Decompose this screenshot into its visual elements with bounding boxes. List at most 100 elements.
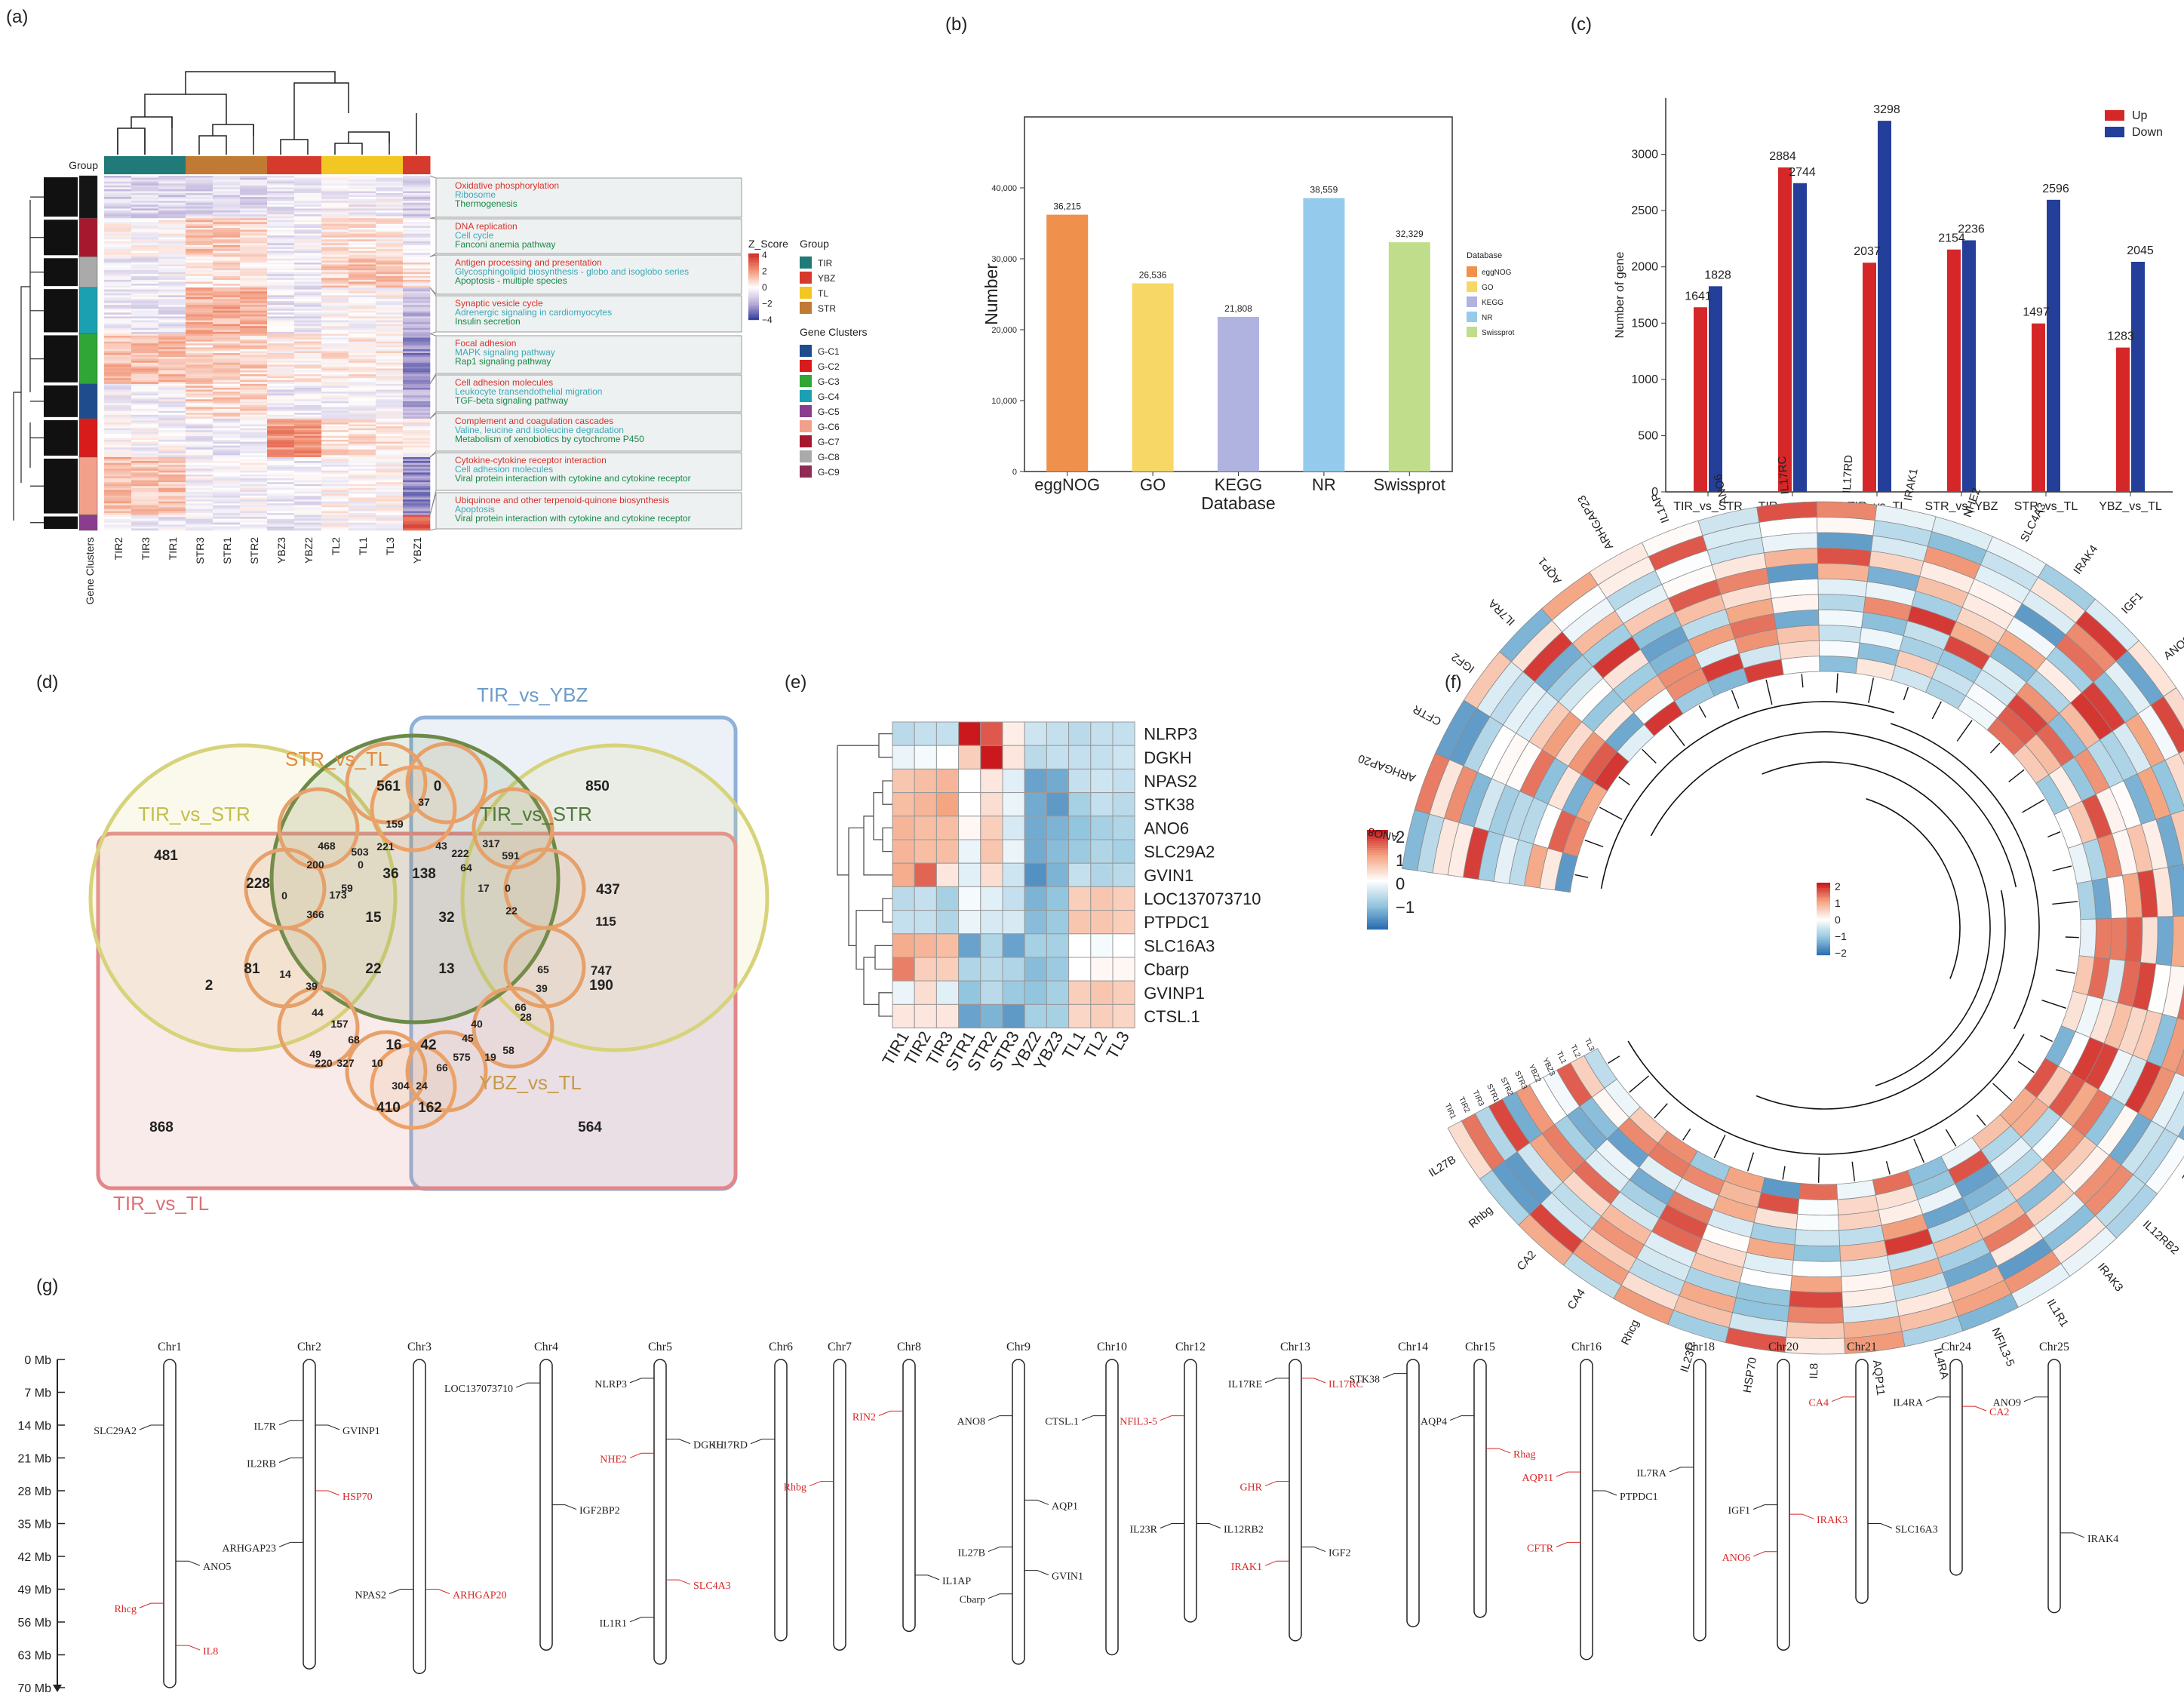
circ-cell (2163, 687, 2184, 731)
gene-GVINP1: GVINP1 (342, 1426, 380, 1437)
value-up-TIR_vs_TL: 2037 (1854, 245, 1881, 258)
heat-cell (104, 336, 132, 338)
gene-SLC4A3: SLC4A3 (693, 1581, 731, 1592)
heat-cell (213, 349, 241, 352)
heat-cell (131, 330, 159, 333)
heat-cell (213, 499, 241, 502)
heat-cell (349, 296, 376, 300)
venn-count: 0 (434, 779, 442, 794)
heat-cell (186, 426, 213, 429)
heat-cell (186, 424, 213, 427)
heat-cell (403, 310, 431, 313)
heat-cell (186, 318, 213, 321)
heat-cell (213, 176, 241, 178)
heat-cell (104, 260, 132, 263)
heat-cell (403, 435, 431, 438)
heat-cell (213, 310, 241, 313)
heat-cell (240, 183, 268, 186)
heat-cell (267, 410, 295, 413)
heat-cell (294, 445, 322, 448)
heat-cell (321, 339, 349, 342)
heat-cell (376, 275, 404, 278)
heat-cell (213, 389, 241, 392)
heat-cell (321, 303, 349, 306)
heat-cell (104, 507, 132, 510)
heat-cell (158, 192, 186, 195)
circ-cell (1817, 578, 1868, 598)
heat-cell (240, 478, 268, 481)
heat-cell (321, 268, 349, 271)
heat-cell (240, 397, 268, 400)
heat-cell (294, 466, 322, 469)
heat-cell (294, 395, 322, 398)
bar-down-STR_vs_TL (2047, 199, 2060, 492)
heat-cell (403, 513, 431, 515)
heat-cell (240, 449, 268, 452)
heat-cell (131, 177, 159, 180)
bar-up-STR_vs_YBZ (1947, 249, 1961, 492)
heat-cell (240, 521, 268, 524)
heat-cell (267, 439, 295, 442)
heat-cell (267, 414, 295, 417)
annotation-second-term: Adrenergic signaling in cardiomyocytes (455, 307, 612, 318)
heat-cell (240, 260, 268, 263)
heat-cell (376, 358, 404, 361)
heat-cell (403, 337, 431, 340)
heat-cell (213, 407, 241, 410)
heat-cell (403, 210, 431, 213)
heat-cell (294, 461, 322, 463)
venn-count: 40 (471, 1018, 483, 1030)
gene-IL8: IL8 (203, 1646, 218, 1657)
group-cell (321, 156, 349, 174)
heat-cell (158, 187, 186, 190)
heat-cell (240, 414, 268, 417)
heat-cell (186, 257, 213, 260)
heat-cell (294, 326, 322, 329)
heat-cell (131, 508, 159, 512)
colorbar (1367, 830, 1388, 930)
heat-cell (158, 177, 186, 180)
heat-cell (376, 237, 404, 240)
colorbar-step (1817, 928, 1830, 930)
heat-cell-Cbarp-TL2 (1090, 957, 1114, 982)
heat-cell (240, 268, 268, 271)
heat-cell (158, 430, 186, 433)
heat-cell (104, 397, 132, 400)
heat-cell (104, 244, 132, 247)
heat-cell (267, 441, 295, 444)
heat-cell-ANO6-STR2 (980, 816, 1003, 840)
heat-cell (186, 476, 213, 479)
gene-IL7R: IL7R (253, 1421, 276, 1433)
colorbar-step (1817, 953, 1830, 956)
heat-cell (186, 306, 213, 309)
heat-cell (403, 177, 431, 180)
heat-cell (158, 275, 186, 278)
colorbar-step (1817, 942, 1830, 945)
dendro-leaf (1868, 677, 1875, 703)
heat-cell (158, 361, 186, 364)
heat-cell (267, 247, 295, 250)
heat-cell-CTSL.1-YBZ2 (1024, 1003, 1047, 1029)
heat-cell (349, 399, 376, 402)
heat-cell (240, 324, 268, 327)
heat-cell (240, 368, 268, 371)
gene-IGF2: IGF2 (1329, 1548, 1351, 1559)
heat-cell (321, 507, 349, 510)
heat-cell (321, 435, 349, 438)
heat-cell (131, 428, 159, 431)
heat-cell (349, 362, 376, 365)
heat-cell (131, 176, 159, 178)
heat-cell (267, 507, 295, 510)
heat-cell (104, 341, 132, 344)
gene-CA2: CA2 (1989, 1407, 2009, 1418)
heat-cell (186, 364, 213, 367)
heat-cell (158, 399, 186, 402)
heat-cell (186, 397, 213, 400)
heat-cell (186, 521, 213, 524)
heat-cell (158, 468, 186, 472)
heat-cell (403, 257, 431, 260)
heat-cell (104, 474, 132, 477)
heat-cell (294, 404, 322, 407)
heat-cell (240, 336, 268, 338)
annotation-third-term: Viral protein interaction with cytokine … (455, 473, 691, 484)
